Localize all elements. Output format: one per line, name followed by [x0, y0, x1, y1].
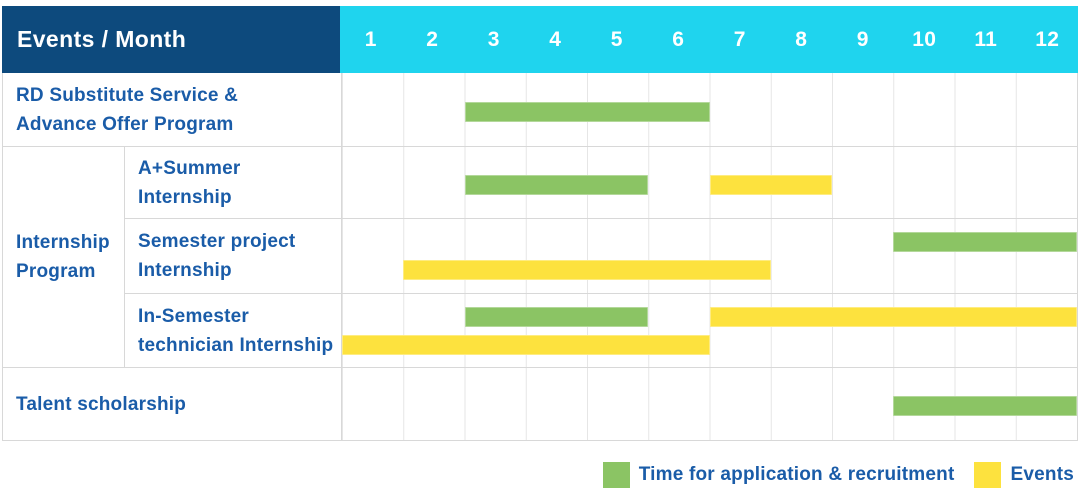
- row-label-talent-scholarship: Talent scholarship: [3, 368, 341, 441]
- gantt-bar: [342, 335, 710, 355]
- legend-label-application-recruitment: Time for application & recruitment: [638, 464, 955, 485]
- month-label-4: 4: [549, 27, 562, 51]
- month-label-12: 12: [1035, 27, 1060, 51]
- table-header: Events / Month 1 2 3 4 5 6 7 8 9 10 11 1…: [2, 6, 1078, 73]
- month-label-8: 8: [795, 27, 808, 51]
- row-label-line: Advance Offer Program: [16, 113, 234, 135]
- legend-label-events: Events: [1010, 464, 1074, 485]
- row-label-line: In-Semester: [138, 305, 249, 327]
- gantt-bar: [464, 174, 649, 195]
- month-label-11: 11: [974, 27, 998, 51]
- row-label-line: technician Internship: [138, 334, 334, 356]
- chart-row-talent-scholarship: [341, 368, 1077, 441]
- chart-row-in-semester-technician-internship: [341, 294, 1077, 368]
- gantt-table: Events / Month 1 2 3 4 5 6 7 8 9 10 11 1…: [2, 6, 1078, 441]
- row-label-semester-project-internship: Semester project Internship: [125, 219, 341, 294]
- month-label-1: 1: [364, 27, 377, 51]
- month-label-10: 10: [912, 27, 937, 51]
- row-label-line: Talent scholarship: [16, 393, 187, 415]
- gantt-bar: [893, 232, 1077, 252]
- row-label-line: Internship: [138, 260, 232, 281]
- month-label-9: 9: [856, 27, 869, 51]
- row-label-rd-substitute: RD Substitute Service & Advance Offer Pr…: [3, 73, 341, 147]
- chart-row-semester-project-internship: [341, 219, 1077, 294]
- gantt-bar: [709, 307, 1077, 327]
- gantt-bar: [464, 307, 649, 327]
- legend: Time for application & recruitment Event…: [602, 461, 1074, 489]
- month-label-5: 5: [610, 27, 623, 51]
- group-label-line: Program: [16, 261, 96, 282]
- month-header-row: 1 2 3 4 5 6 7 8 9 10 11 12: [340, 6, 1078, 73]
- row-label-line: RD Substitute Service &: [16, 84, 239, 106]
- row-label-a-summer-internship: A+Summer Internship: [125, 147, 341, 219]
- group-label-internship-program: Internship Program: [3, 147, 125, 368]
- month-label-3: 3: [487, 27, 500, 51]
- month-label-7: 7: [733, 27, 746, 51]
- row-label-line: A+Summer: [138, 157, 241, 179]
- chart-row-a-summer-internship: [341, 147, 1077, 219]
- table-body: RD Substitute Service & Advance Offer Pr…: [2, 73, 1078, 441]
- row-label-in-semester-technician-internship: In-Semester technician Internship: [125, 294, 341, 368]
- row-label-line: Semester project: [138, 231, 296, 252]
- gantt-bar: [464, 101, 710, 122]
- month-label-2: 2: [426, 27, 439, 51]
- legend-swatch-green: [602, 462, 630, 488]
- row-label-line: Internship: [138, 186, 232, 208]
- table-title: Events / Month: [2, 6, 340, 73]
- chart-row-rd-substitute: [341, 73, 1077, 147]
- legend-swatch-yellow: [974, 462, 1002, 488]
- month-label-6: 6: [672, 27, 685, 51]
- gantt-bar: [403, 260, 771, 280]
- group-label-line: Internship: [16, 232, 110, 253]
- gantt-bar: [893, 396, 1077, 416]
- gantt-bar: [709, 174, 832, 195]
